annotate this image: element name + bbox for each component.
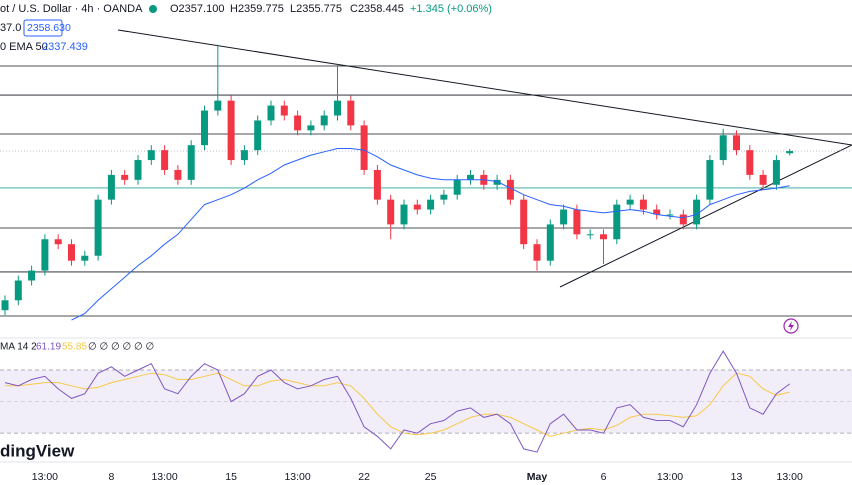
candle-body: [81, 255, 89, 261]
candle-body: [639, 199, 647, 210]
candle-body: [1, 300, 9, 311]
rsi-legend-signal: 55.85: [62, 342, 87, 353]
candle-body: [653, 209, 661, 215]
x-tick-label: 13:00: [151, 471, 177, 483]
candle-body: [174, 169, 182, 180]
trend-line: [117, 29, 852, 146]
candle-body: [453, 179, 461, 195]
candle-body: [334, 100, 341, 116]
candle-body: [427, 199, 435, 210]
x-tick-label: 8: [108, 471, 114, 483]
x-tick-label: 13: [731, 471, 743, 483]
candle-body: [440, 194, 448, 200]
candle-body: [493, 179, 501, 185]
status-dot: [149, 5, 157, 13]
candle-body: [506, 179, 514, 200]
rsi-legend-value: 61.19: [36, 342, 61, 353]
candle-body: [240, 150, 248, 161]
candle-body: [360, 125, 368, 170]
candle-body: [121, 174, 129, 180]
alert-icon[interactable]: [783, 318, 799, 334]
candle-body: [413, 204, 421, 210]
alert-icon-bolt: [788, 321, 794, 331]
candle-body: [560, 209, 568, 225]
ohlc-close: C2358.445: [350, 3, 404, 15]
candle-body: [786, 151, 794, 154]
x-tick-label: 25: [425, 471, 437, 483]
ema-line: [71, 148, 790, 321]
candle-body: [706, 160, 714, 200]
candle-body: [373, 169, 381, 200]
x-tick-label: May: [527, 471, 548, 483]
candle-body: [586, 234, 594, 236]
candle-body: [294, 115, 302, 131]
rsi-line: [4, 350, 790, 453]
candle-body: [134, 160, 142, 180]
rsi-signal-line: [5, 372, 790, 437]
candle-body: [533, 244, 541, 261]
x-tick-label: 13:00: [777, 471, 803, 483]
candle-body: [693, 199, 701, 225]
candle-body: [573, 209, 581, 235]
rsi-legend: MA 14 2: [0, 342, 37, 353]
symbol-title: ot / U.S. Dollar · 4h · OANDA: [0, 3, 143, 15]
candle-body: [666, 214, 674, 216]
candle-body: [520, 199, 528, 245]
candle-body: [546, 224, 554, 261]
candle-body: [320, 115, 328, 126]
candle-body: [214, 100, 222, 111]
candle-body: [54, 239, 62, 245]
candle-body: [307, 125, 315, 131]
ohlc-low: L2355.775: [290, 3, 342, 15]
candle-body: [41, 239, 49, 271]
candle-body: [161, 150, 169, 170]
candle-body: [679, 214, 687, 225]
ema-legend-value: 2337.439: [42, 41, 88, 53]
candle-body: [719, 135, 727, 161]
candle-body: [600, 234, 607, 240]
ohlc-high: H2359.775: [230, 3, 284, 15]
x-tick-label: 13:00: [32, 471, 58, 483]
candle-body: [733, 135, 740, 151]
candle-body: [68, 244, 75, 261]
price-box: [23, 19, 63, 37]
ohlc-open: O2357.100: [170, 3, 224, 15]
price-box-value: 2358.630: [27, 22, 71, 34]
candle-body: [613, 204, 621, 240]
candle-body: [400, 204, 408, 225]
candle-body: [107, 174, 115, 200]
x-tick-label: 13:00: [657, 471, 683, 483]
ohlc-change: +1.345 (+0.06%): [410, 3, 492, 15]
rsi-legend-extra: ∅ ∅ ∅ ∅ ∅ ∅: [88, 342, 154, 353]
candle-body: [147, 150, 155, 161]
trend-line: [559, 144, 852, 288]
candle-body: [254, 120, 262, 151]
watermark: dingView: [0, 441, 75, 460]
candle-body: [759, 174, 767, 185]
candle-body: [746, 150, 754, 175]
candle-body: [387, 199, 395, 225]
ema-legend: 0 EMA 50: [0, 41, 48, 53]
candle-body: [187, 145, 195, 180]
candle-body: [201, 110, 208, 146]
x-tick-label: 22: [358, 471, 370, 483]
candle-body: [267, 105, 275, 121]
candle-body: [280, 105, 288, 116]
candle-body: [94, 199, 102, 256]
x-tick-label: 15: [225, 471, 237, 483]
x-tick-label: 13:00: [284, 471, 310, 483]
candle-body: [347, 100, 355, 126]
candle-body: [772, 160, 780, 185]
candle-body: [28, 270, 36, 281]
candle-body: [227, 100, 235, 161]
candle-body: [626, 199, 634, 205]
legend-line2: 37.0: [0, 22, 21, 34]
x-tick-label: 6: [601, 471, 607, 483]
candle-body: [14, 280, 22, 301]
candle-body: [467, 174, 474, 180]
